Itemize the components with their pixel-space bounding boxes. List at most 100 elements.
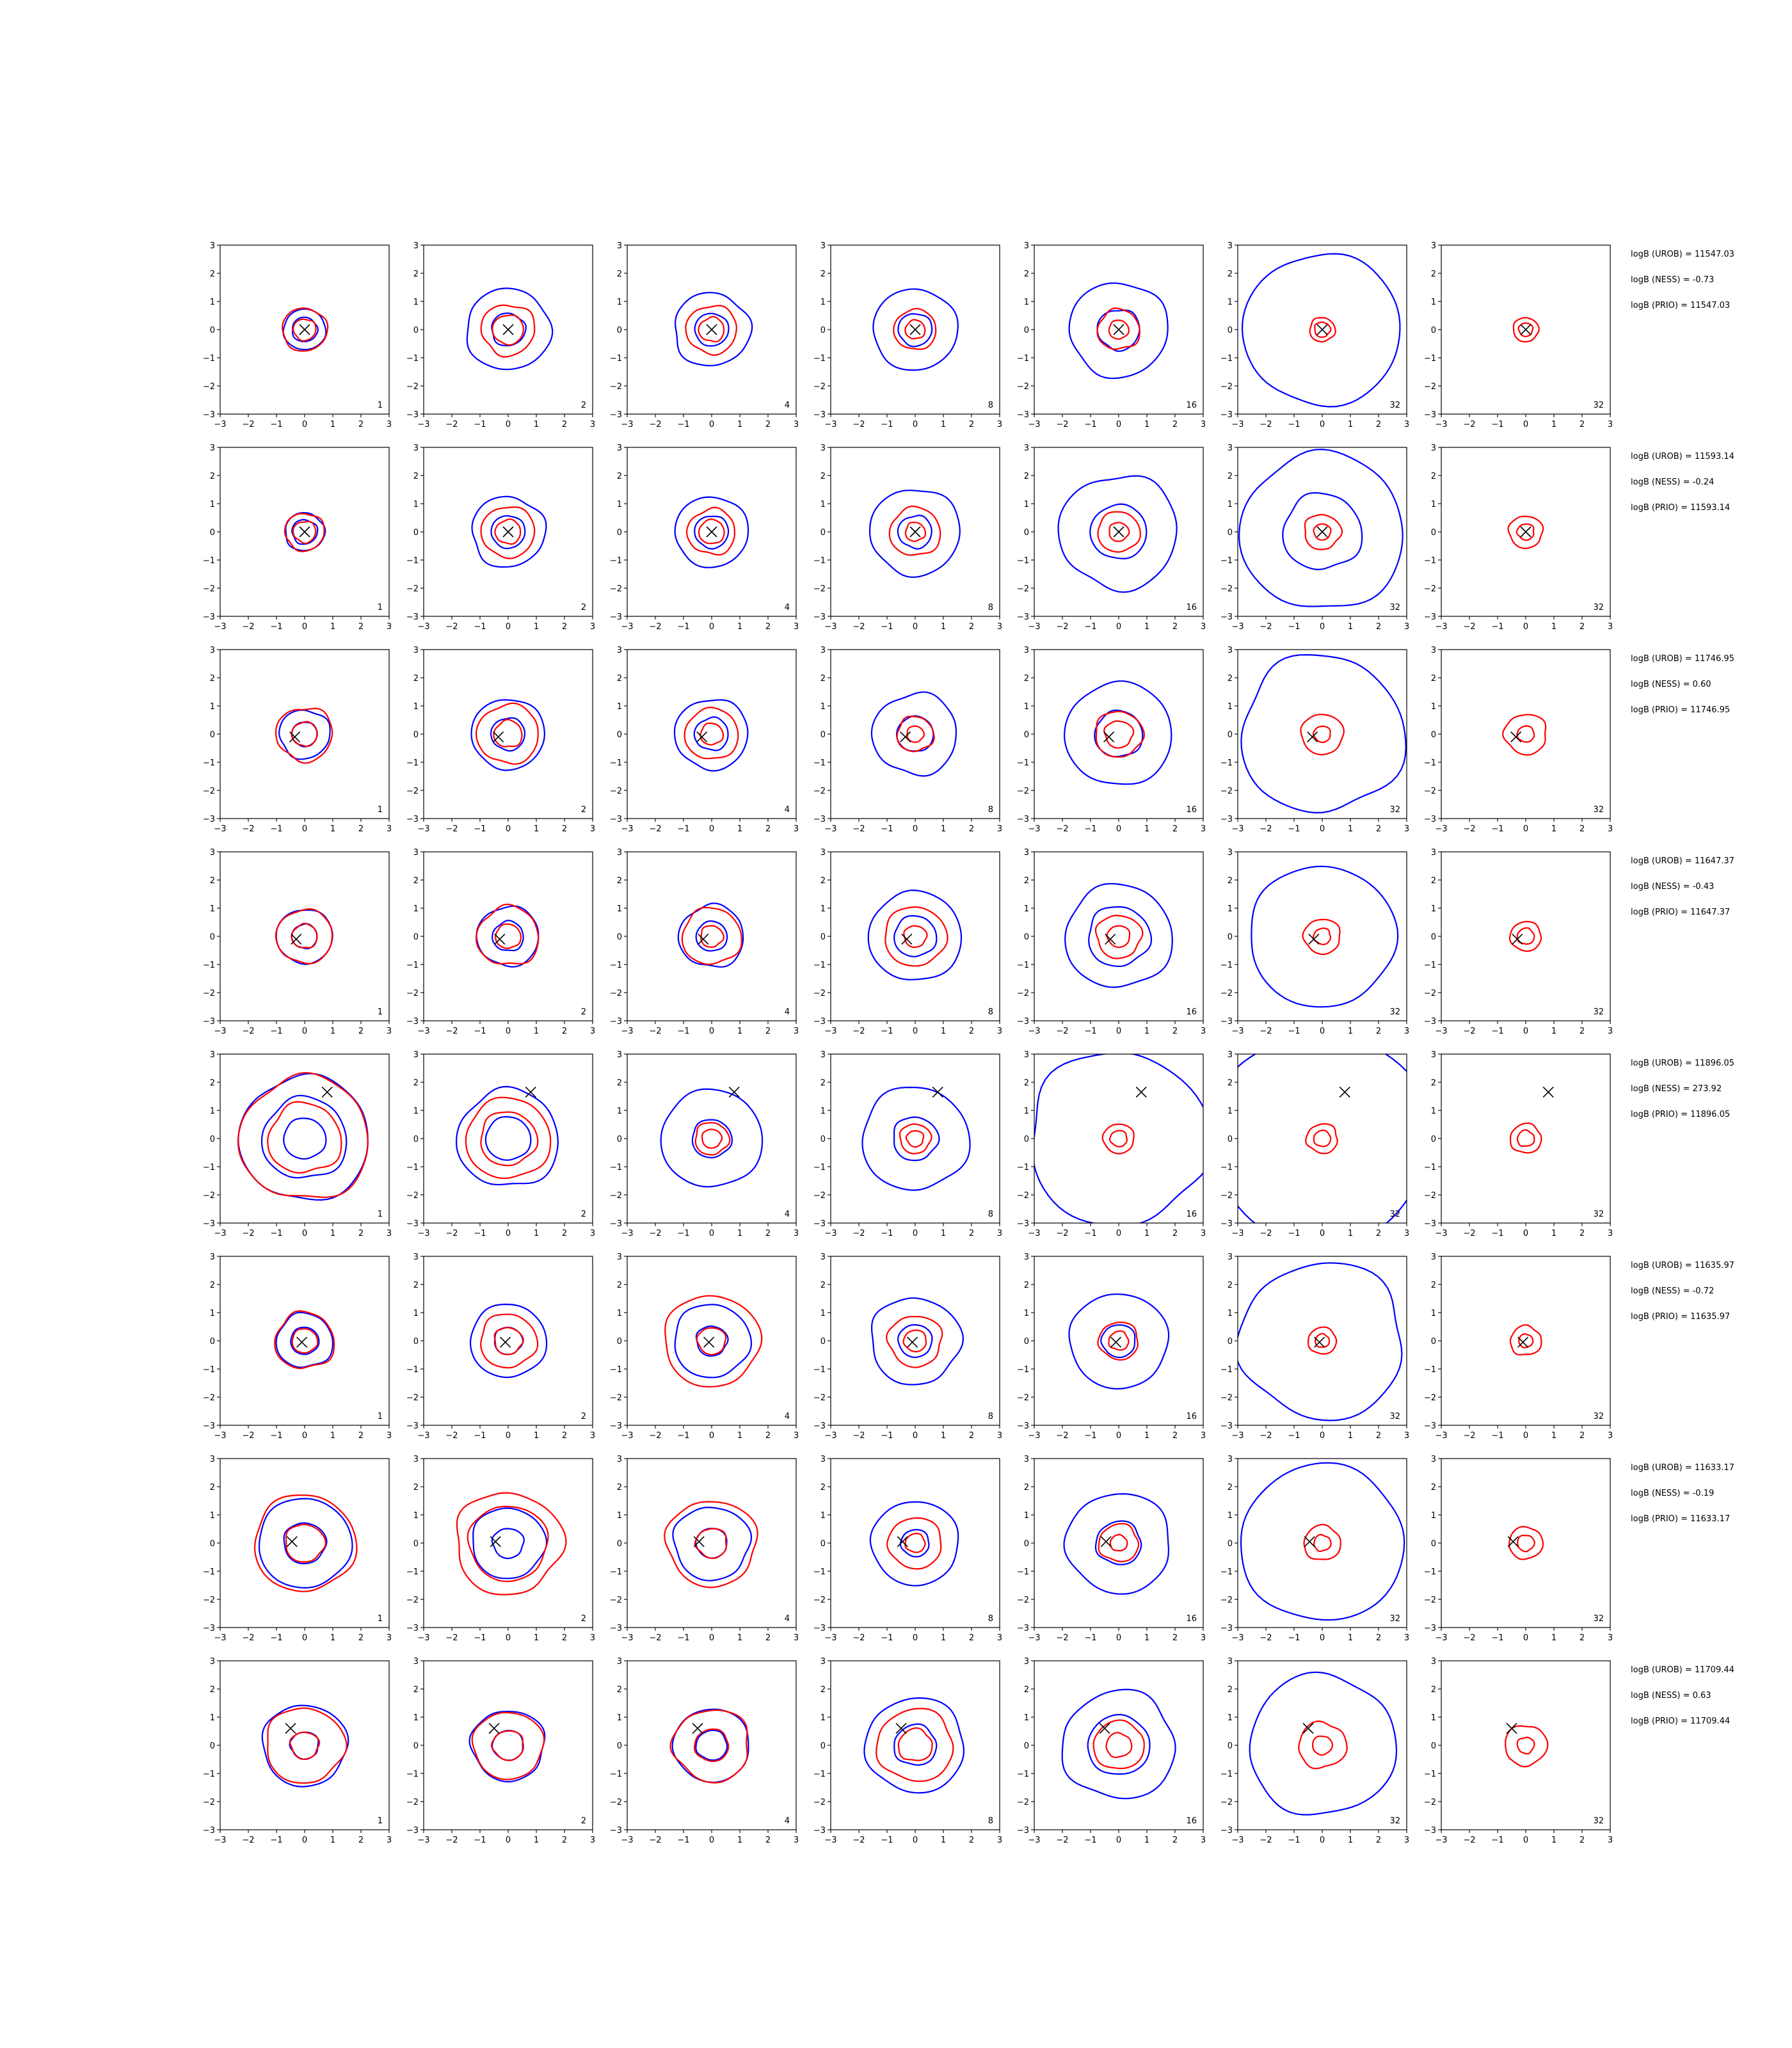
plot-area <box>220 852 389 1021</box>
x-tick-label: 1 <box>941 1229 946 1238</box>
x-tick-label: 3 <box>1404 1836 1409 1845</box>
blue-contour <box>897 1324 933 1358</box>
subplot-r7-c5: −3 −2 −1 0 1 2 3 −3 −2 −1 0 1 2 3 16 <box>1017 1455 1206 1643</box>
y-tick-label: 2 <box>210 674 215 684</box>
marker-x <box>488 1723 500 1734</box>
y-tick-label: 3 <box>1024 241 1029 251</box>
x-tick-label: 3 <box>1404 1229 1409 1238</box>
x-tick-label: 0 <box>913 1633 918 1643</box>
x-tick-label: 2 <box>358 824 364 834</box>
x-tick-label: −2 <box>1056 1027 1068 1036</box>
y-tick-label: −1 <box>406 758 419 768</box>
x-tick-label: 1 <box>1348 1027 1353 1036</box>
y-tick-label: 1 <box>1228 1713 1233 1723</box>
y-tick-label: −2 <box>1424 787 1436 796</box>
x-tick-label: 2 <box>562 1431 567 1441</box>
red-contour <box>471 1711 545 1780</box>
panel-label: 8 <box>988 1210 993 1219</box>
blue-contour <box>471 495 547 568</box>
y-tick-label: 0 <box>820 528 826 538</box>
blue-contour <box>660 1088 764 1188</box>
plot-area <box>831 1459 1000 1628</box>
x-tick-label: 0 <box>1523 622 1528 632</box>
red-contour <box>1096 307 1140 350</box>
x-tick-label: 0 <box>506 1431 511 1441</box>
y-tick-label: −3 <box>813 1017 826 1027</box>
x-tick-label: 2 <box>969 1633 974 1643</box>
red-contour <box>886 1315 943 1368</box>
y-tick-label: −3 <box>1017 1219 1029 1229</box>
marker-x <box>1520 526 1532 538</box>
x-tick-label: 0 <box>506 824 511 834</box>
marker-x <box>901 933 913 945</box>
panel-label: 32 <box>1389 805 1400 815</box>
subplot-r5-c7: −3 −2 −1 0 1 2 3 −3 −2 −1 0 1 2 3 32 <box>1424 1050 1613 1238</box>
x-tick-label: −3 <box>1435 1633 1447 1643</box>
y-tick-label: −2 <box>610 1191 622 1201</box>
x-tick-label: −1 <box>881 1431 893 1441</box>
y-tick-label: 0 <box>820 1741 826 1751</box>
red-contour <box>685 305 737 356</box>
y-tick-label: 1 <box>1228 298 1233 307</box>
y-tick-label: 0 <box>413 326 419 335</box>
y-tick-label: 2 <box>1431 472 1436 481</box>
red-contour <box>274 1310 335 1370</box>
y-tick-label: −2 <box>1017 584 1029 594</box>
contour-group <box>861 1086 971 1191</box>
contour-group <box>1509 1122 1542 1154</box>
x-tick-label: 1 <box>737 1836 742 1845</box>
red-contour <box>884 906 948 967</box>
x-tick-label: −1 <box>677 1836 689 1845</box>
x-tick-label: 3 <box>794 1431 799 1441</box>
y-tick-label: 0 <box>1228 1135 1233 1144</box>
red-contour <box>1505 1725 1549 1768</box>
red-contour <box>664 1501 758 1588</box>
panel-label: 1 <box>378 401 383 410</box>
marker-x <box>289 731 301 742</box>
y-tick-label: 1 <box>1228 500 1233 509</box>
red-contour <box>285 1523 327 1563</box>
x-tick-label: 2 <box>1376 1229 1381 1238</box>
y-tick-label: −2 <box>1017 1596 1029 1605</box>
marker-x <box>1542 1086 1554 1098</box>
x-tick-label: 2 <box>358 1027 364 1036</box>
x-tick-label: 1 <box>1551 622 1556 632</box>
logb-annotation: logB (NESS) = -0.43 <box>1631 882 1714 892</box>
plot-area <box>1441 1459 1610 1628</box>
red-contour <box>291 1328 319 1354</box>
contour-group <box>1034 1054 1203 1223</box>
y-tick-label: 0 <box>210 1741 215 1751</box>
x-tick-label: 1 <box>1348 1431 1353 1441</box>
marker-x <box>502 324 514 335</box>
marker-x <box>1314 1336 1325 1348</box>
red-contour <box>1517 1535 1535 1553</box>
red-contour <box>284 513 325 552</box>
y-tick-label: −1 <box>1220 1567 1233 1577</box>
y-tick-label: −1 <box>203 1163 215 1172</box>
y-tick-label: −2 <box>610 382 622 392</box>
y-tick-label: 1 <box>617 1511 622 1521</box>
marker-x <box>1512 933 1523 945</box>
x-tick-label: 2 <box>1580 1431 1585 1441</box>
x-tick-label: −3 <box>1231 1229 1244 1238</box>
y-tick-label: 0 <box>820 1337 826 1347</box>
plot-area <box>1034 1256 1203 1425</box>
contour-group <box>863 1697 965 1794</box>
y-tick-label: 1 <box>1431 1309 1436 1318</box>
contour-group <box>1249 1671 1398 1816</box>
y-tick-label: 0 <box>1228 1539 1233 1549</box>
y-tick-label: −2 <box>1424 1596 1436 1605</box>
blue-contour <box>472 1507 548 1580</box>
y-tick-label: −1 <box>203 354 215 364</box>
plot-area <box>424 1256 593 1425</box>
blue-contour <box>1057 475 1178 593</box>
contour-group <box>237 1072 369 1201</box>
y-tick-label: 3 <box>820 444 826 453</box>
x-tick-label: −3 <box>1435 622 1447 632</box>
x-tick-label: 3 <box>1201 622 1206 632</box>
x-tick-label: −2 <box>1056 1633 1068 1643</box>
red-contour <box>1517 322 1534 337</box>
panel-label: 1 <box>378 1007 383 1017</box>
blue-contour <box>1063 680 1172 785</box>
blue-contour <box>893 1723 938 1766</box>
